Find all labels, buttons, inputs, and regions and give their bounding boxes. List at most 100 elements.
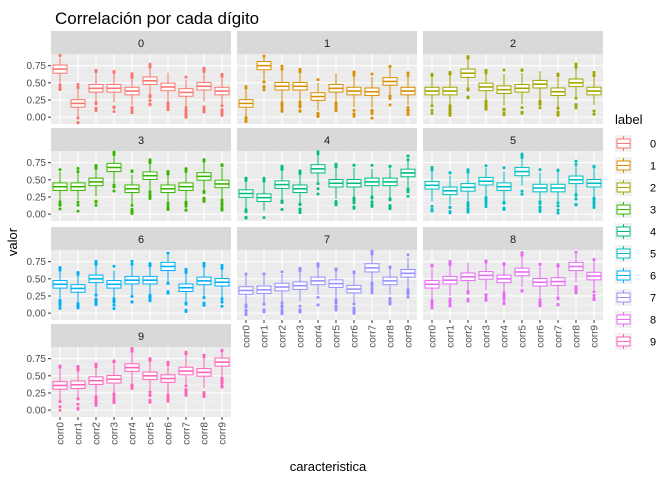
outlier-point (280, 270, 284, 274)
outlier-point (280, 101, 284, 105)
x-tick-label: corr6 (350, 325, 361, 348)
outlier-point (76, 366, 80, 370)
x-tick-label: corr4 (128, 422, 139, 445)
facet-strip (423, 227, 603, 250)
outlier-point (148, 262, 152, 266)
outlier-point (262, 178, 266, 182)
outlier-point (466, 291, 470, 295)
outlier-point (184, 208, 188, 212)
facet-panel-5: 5 (423, 128, 603, 221)
outlier-point (430, 208, 434, 212)
boxplot-corr4 (310, 78, 326, 119)
outlier-point (316, 192, 320, 196)
facet-strip (237, 31, 417, 54)
outlier-point (352, 114, 356, 118)
outlier-point (448, 71, 452, 75)
boxplot-corr9 (400, 253, 416, 299)
legend-entry-1: 1 (615, 157, 656, 174)
facet-strip-label: 8 (510, 234, 516, 246)
outlier-point (352, 197, 356, 201)
outlier-point (370, 291, 374, 295)
outlier-point (484, 105, 488, 109)
outlier-point (370, 281, 374, 285)
boxplot-corr2 (88, 164, 104, 207)
y-tick-label: 0.75 (27, 61, 47, 72)
facet-panels: 0 0.00 0.25 0.50 0.75 1 2 3 0.00 0.25 0.50 0.75 4 5 6 0… (27, 31, 603, 445)
y-tick-label: 0.25 (27, 192, 47, 203)
outlier-point (298, 267, 302, 271)
boxplot-corr8 (196, 353, 212, 399)
outlier-point (166, 289, 170, 293)
boxplot-corr1 (256, 272, 272, 314)
y-tick-label: 0.50 (27, 78, 47, 89)
outlier-point (334, 267, 338, 271)
outlier-point (244, 208, 248, 212)
outlier-point (556, 204, 560, 208)
boxplot-corr7 (178, 167, 194, 212)
outlier-point (334, 301, 338, 305)
outlier-point (94, 263, 98, 267)
outlier-point (202, 390, 206, 394)
outlier-point (280, 64, 284, 68)
boxplot-corr3 (478, 68, 494, 111)
outlier-point (280, 108, 284, 112)
outlier-point (370, 163, 374, 167)
outlier-point (220, 200, 224, 204)
outlier-point (166, 281, 170, 285)
outlier-point (148, 159, 152, 163)
x-tick-label: corr7 (182, 422, 193, 445)
outlier-point (592, 293, 596, 297)
facet-panel-7: 7 corr0 corr1 corr2 corr3 corr4 corr5 corr6 corr… (237, 227, 417, 348)
legend-entry-7: 7 (615, 289, 656, 306)
outlier-point (112, 398, 116, 402)
outlier-point (202, 261, 206, 265)
outlier-point (466, 204, 470, 208)
boxplot-corr3 (478, 164, 494, 209)
facet-panel-8: 8 corr0 corr1 corr2 corr3 corr4 corr5 corr6 corr… (423, 227, 603, 348)
outlier-point (298, 172, 302, 176)
outlier-point (244, 308, 248, 312)
outlier-point (58, 306, 62, 310)
outlier-point (280, 103, 284, 107)
outlier-point (202, 303, 206, 307)
outlier-point (184, 268, 188, 272)
outlier-point (184, 200, 188, 204)
outlier-point (334, 165, 338, 169)
legend-label: 1 (650, 161, 656, 173)
outlier-point (244, 215, 248, 219)
outlier-point (430, 167, 434, 171)
boxplot-corr0 (424, 165, 440, 213)
outlier-point (352, 270, 356, 274)
outlier-point (592, 201, 596, 205)
outlier-point (448, 113, 452, 117)
outlier-point (352, 201, 356, 205)
outlier-point (202, 197, 206, 201)
outlier-point (556, 211, 560, 215)
outlier-point (406, 187, 410, 191)
outlier-point (94, 299, 98, 303)
boxplot-corr7 (364, 72, 380, 120)
boxplot-corr6 (160, 251, 176, 295)
outlier-point (58, 88, 62, 92)
outlier-point (184, 75, 188, 79)
outlier-point (430, 111, 434, 115)
outlier-point (556, 264, 560, 268)
outlier-point (220, 385, 224, 389)
outlier-point (244, 116, 248, 120)
y-tick-label: 0.50 (27, 175, 47, 186)
x-tick-label: corr3 (110, 422, 121, 445)
boxplot-corr8 (382, 164, 398, 211)
outlier-point (592, 298, 596, 302)
outlier-point (574, 250, 578, 254)
x-axis-title: caracteristica (290, 459, 367, 474)
outlier-point (388, 64, 392, 68)
outlier-point (184, 393, 188, 397)
outlier-point (592, 74, 596, 78)
x-tick-label: corr1 (74, 422, 85, 445)
boxplot-corr4 (124, 346, 140, 390)
outlier-point (334, 102, 338, 106)
boxplot-corr9 (400, 71, 416, 117)
boxplot-corr4 (496, 68, 512, 117)
outlier-point (76, 85, 80, 89)
boxplot-corr6 (532, 71, 548, 110)
